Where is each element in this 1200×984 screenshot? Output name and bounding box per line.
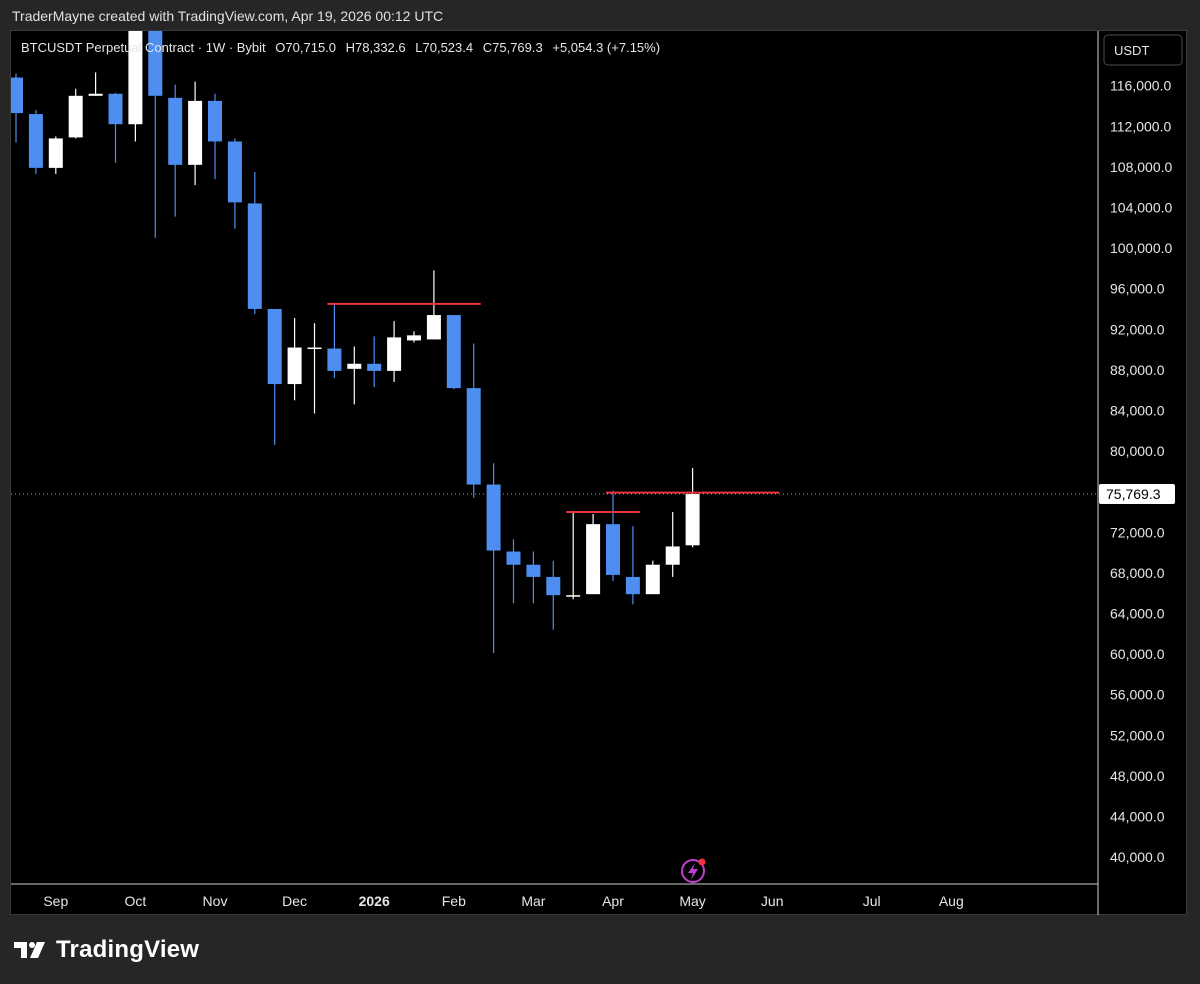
candle-body xyxy=(506,551,521,565)
y-tick-label: 88,000.0 xyxy=(1110,362,1165,378)
candle-body xyxy=(247,203,262,309)
candle-body xyxy=(188,100,203,165)
bolt-icon-glyph xyxy=(688,863,698,880)
x-tick-label: Aug xyxy=(939,893,964,909)
close-value: C75,769.3 xyxy=(482,40,543,55)
change-value: +5,054.3 (+7.15%) xyxy=(552,40,661,55)
last-price-label: 75,769.3 xyxy=(1106,486,1161,502)
x-tick-label: Apr xyxy=(602,893,624,909)
candle-body xyxy=(307,347,322,350)
y-tick-label: 72,000.0 xyxy=(1110,524,1165,540)
chart-caption: TraderMayne created with TradingView.com… xyxy=(12,8,444,24)
tradingview-logo[interactable]: TradingView xyxy=(12,936,199,964)
y-tick-label: 48,000.0 xyxy=(1110,768,1165,784)
symbol-label[interactable]: BTCUSDT Perpetual Contract · 1W · Bybit xyxy=(21,40,266,55)
y-tick-label: 80,000.0 xyxy=(1110,443,1165,459)
candle-body xyxy=(108,93,123,125)
notification-dot xyxy=(698,858,706,866)
candle-body xyxy=(128,31,143,125)
x-tick-label: Oct xyxy=(125,893,147,909)
candle-body xyxy=(148,31,163,96)
last-price-box xyxy=(1099,484,1175,504)
candle-body xyxy=(446,315,461,389)
y-tick-label: 56,000.0 xyxy=(1110,687,1165,703)
candle-body xyxy=(28,114,43,168)
candle-body xyxy=(88,93,103,96)
candle-body xyxy=(11,77,23,114)
x-tick-label: Dec xyxy=(282,893,307,909)
x-tick-label: 2026 xyxy=(359,893,390,909)
x-tick-label: Nov xyxy=(203,893,228,909)
chart-panel[interactable] xyxy=(10,30,1187,915)
candle-body xyxy=(526,564,541,577)
candle-body xyxy=(227,141,242,203)
high-value: H78,332.6 xyxy=(345,40,406,55)
y-tick-label: 40,000.0 xyxy=(1110,849,1165,865)
candle-body xyxy=(685,494,700,546)
candle-body xyxy=(407,335,421,341)
candle-body xyxy=(586,524,601,595)
y-tick-label: 52,000.0 xyxy=(1110,727,1165,743)
x-tick-label: Jul xyxy=(863,893,881,909)
y-tick-label: 96,000.0 xyxy=(1110,281,1165,297)
candle-body xyxy=(426,315,441,340)
candle-body xyxy=(267,308,282,385)
x-tick-label: May xyxy=(679,893,705,909)
candle-body xyxy=(546,576,561,596)
y-tick-label: 112,000.0 xyxy=(1110,118,1171,134)
y-tick-label: 92,000.0 xyxy=(1110,321,1165,337)
y-tick-label: 104,000.0 xyxy=(1110,199,1172,215)
open-value: O70,715.0 xyxy=(275,40,337,55)
currency-selector[interactable] xyxy=(1103,34,1183,66)
candle-body xyxy=(347,363,362,369)
candle-body xyxy=(466,388,481,485)
y-tick-label: 108,000.0 xyxy=(1110,159,1172,175)
y-tick-label: 44,000.0 xyxy=(1110,808,1165,824)
plot-area[interactable] xyxy=(9,0,780,654)
candle-body xyxy=(625,576,640,595)
candle-body xyxy=(208,100,222,142)
candle-body xyxy=(327,348,342,371)
candle-body xyxy=(665,546,680,565)
x-tick-label: Sep xyxy=(43,893,68,909)
candle-body xyxy=(645,564,660,595)
candle-body xyxy=(48,138,63,168)
x-tick-label: Feb xyxy=(442,893,466,909)
candle-body xyxy=(566,595,581,597)
bolt-icon[interactable] xyxy=(681,859,705,883)
y-tick-label: 100,000.0 xyxy=(1110,240,1172,256)
ohlc-legend: BTCUSDT Perpetual Contract · 1W · Bybit … xyxy=(21,40,666,55)
tradingview-logo-icon xyxy=(14,942,45,958)
x-tick-label: Jun xyxy=(761,893,784,909)
candle-body xyxy=(486,484,501,551)
currency-label[interactable]: USDT xyxy=(1114,43,1149,58)
y-tick-label: 64,000.0 xyxy=(1110,605,1165,621)
y-tick-label: 116,000.0 xyxy=(1110,78,1171,94)
candle-body xyxy=(168,97,183,165)
candle-body xyxy=(68,95,83,138)
candle-body xyxy=(606,524,620,575)
x-tick-label: Mar xyxy=(521,893,545,909)
candle-body xyxy=(287,347,302,385)
candle-body xyxy=(387,337,402,371)
y-tick-label: 68,000.0 xyxy=(1110,565,1165,581)
y-tick-label: 84,000.0 xyxy=(1110,402,1165,418)
candle-body xyxy=(367,363,382,371)
y-tick-label: 60,000.0 xyxy=(1110,646,1165,662)
low-value: L70,523.4 xyxy=(415,40,474,55)
tradingview-brand: TradingView xyxy=(56,936,200,963)
